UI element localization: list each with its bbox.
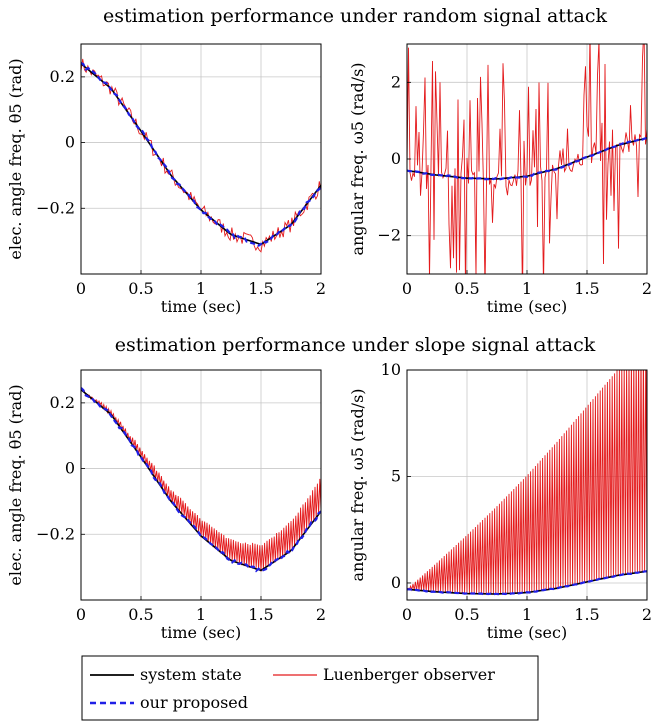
plot-area	[407, 370, 647, 596]
chart-panel-random-angle: 0 0.5 1 1.5 2 −0.2 0 0.2 time (sec) elec. angle f…	[6, 43, 326, 316]
x-tick-label: 0	[402, 605, 412, 624]
plot-area	[407, 44, 647, 274]
plot-area	[81, 58, 321, 253]
section-title-random: estimation performance under random sign…	[103, 5, 608, 27]
legend-box	[81, 655, 539, 721]
x-tick-label: 1	[196, 279, 206, 298]
y-tick-label: −0.2	[36, 198, 75, 217]
y-axis-label: angular freq. ω5 (rad/s)	[348, 388, 367, 581]
series-luenberger-observer	[81, 388, 321, 572]
section-title-slope: estimation performance under slope signa…	[115, 334, 596, 356]
legend: system state Luenberger observer our propo…	[81, 655, 539, 721]
x-tick-label: 1	[522, 279, 532, 298]
x-axis-label: time (sec)	[487, 297, 567, 316]
y-tick-label: −2	[377, 226, 401, 245]
x-tick-label: 1.5	[574, 279, 599, 298]
x-tick-label: 0.5	[454, 605, 479, 624]
x-axis-label: time (sec)	[487, 623, 567, 642]
x-axis-label: time (sec)	[161, 297, 241, 316]
y-axis-label: elec. angle freq. θ5 (rad)	[6, 58, 25, 259]
y-tick-label: 5	[391, 466, 401, 485]
series-our-proposed	[407, 570, 647, 596]
x-tick-label: 1	[196, 605, 206, 624]
series-luenberger-observer	[407, 44, 647, 274]
y-tick-label: 0	[65, 133, 75, 152]
x-axis-label: time (sec)	[161, 623, 241, 642]
x-tick-label: 0	[402, 279, 412, 298]
chart-panel-random-angular-freq: 0 0.5 1 1.5 2 −2 0 2 time (sec) angular freq. ω5 …	[348, 43, 652, 316]
x-tick-label: 2	[316, 605, 326, 624]
series-our-proposed	[81, 61, 321, 247]
x-tick-label: 2	[642, 605, 652, 624]
y-axis-label: elec. angle freq. θ5 (rad)	[6, 384, 25, 585]
x-tick-label: 1.5	[248, 279, 273, 298]
legend-label: system state	[140, 665, 242, 684]
series-our-proposed	[81, 387, 321, 573]
y-tick-label: 0.2	[50, 393, 75, 412]
x-tick-label: 2	[316, 279, 326, 298]
x-tick-label: 1.5	[248, 605, 273, 624]
x-tick-label: 0.5	[128, 279, 153, 298]
chart-panel-slope-angular-freq: 0 0.5 1 1.5 2 0 5 10 time (sec) angular freq. ω5 …	[348, 360, 652, 642]
y-tick-label: 0	[65, 459, 75, 478]
plot-area	[81, 387, 321, 573]
chart-panel-slope-angle: 0 0.5 1 1.5 2 −0.2 0 0.2 time (sec) elec. angle f…	[6, 369, 326, 642]
x-tick-label: 0.5	[128, 605, 153, 624]
x-tick-label: 0.5	[454, 279, 479, 298]
legend-label: Luenberger observer	[323, 665, 495, 684]
x-tick-label: 0	[76, 279, 86, 298]
series-our-proposed	[407, 136, 647, 181]
x-tick-label: 1.5	[574, 605, 599, 624]
y-tick-label: 0	[391, 149, 401, 168]
y-tick-label: 0.2	[50, 67, 75, 86]
x-tick-label: 0	[76, 605, 86, 624]
legend-label: our proposed	[140, 693, 248, 712]
y-tick-label: −0.2	[36, 524, 75, 543]
x-tick-label: 1	[522, 605, 532, 624]
x-tick-label: 2	[642, 279, 652, 298]
y-tick-label: 2	[391, 72, 401, 91]
y-axis-label: angular freq. ω5 (rad/s)	[348, 62, 367, 255]
y-tick-label: 10	[381, 360, 401, 379]
y-tick-label: 0	[391, 573, 401, 592]
